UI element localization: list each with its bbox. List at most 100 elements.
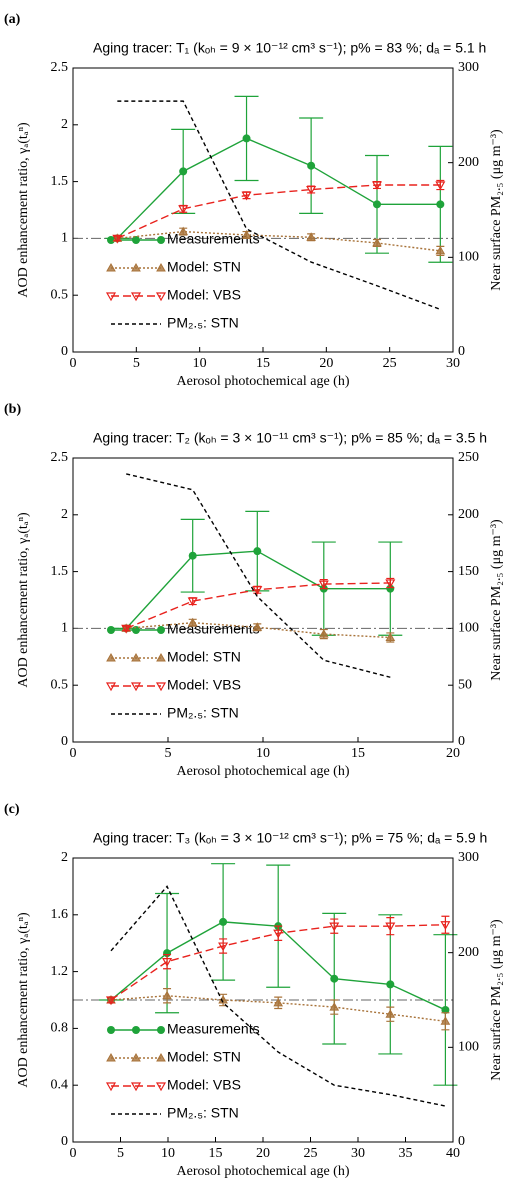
- x-tick-label: 15: [209, 1146, 223, 1161]
- marker: [242, 134, 251, 143]
- marker: [371, 181, 383, 191]
- marker: [318, 629, 329, 638]
- marker: [178, 205, 189, 215]
- chart-title: Aging tracer: T₃ (kₒₕ = 3 × 10⁻¹² cm³ s⁻…: [93, 830, 487, 846]
- marker: [435, 245, 446, 255]
- marker: [329, 1002, 340, 1011]
- plot-frame: [72, 67, 454, 353]
- y-tick-label: 1.5: [51, 174, 69, 189]
- marker: [386, 980, 395, 989]
- x-tick-label: 5: [117, 1146, 124, 1161]
- marker: [386, 584, 395, 593]
- marker: [273, 929, 284, 939]
- y-axis-label: AOD enhancement ratio, γₐ(tₐⁿ): [16, 122, 31, 298]
- marker: [306, 185, 317, 195]
- legend-marker: [132, 236, 140, 244]
- legend-marker: [131, 262, 141, 272]
- x-tick-label: 30: [351, 1146, 365, 1161]
- x-tick-label: 0: [70, 356, 77, 371]
- marker: [162, 958, 173, 967]
- legend-marker: [106, 1052, 116, 1062]
- legend-label: Measurements: [167, 231, 260, 247]
- marker: [329, 922, 340, 932]
- marker: [385, 632, 396, 641]
- y2-tick-label: 0: [458, 344, 465, 359]
- legend-marker: [130, 1082, 142, 1092]
- y-tick-label: 2.5: [51, 60, 69, 75]
- marker: [318, 580, 329, 590]
- legend-marker: [106, 652, 116, 662]
- legend-marker: [157, 236, 165, 244]
- plot-frame: [72, 857, 454, 1143]
- marker: [435, 181, 446, 191]
- x-tick-label: 5: [133, 356, 140, 371]
- legend-label: PM₂.₅: STN: [167, 705, 239, 721]
- legend-marker: [131, 1052, 141, 1062]
- y2-tick-label: 200: [458, 945, 479, 960]
- series-line: [110, 885, 446, 1107]
- marker: [162, 990, 172, 1000]
- marker: [188, 551, 197, 560]
- marker: [441, 1005, 450, 1014]
- y-tick-label: 2: [61, 507, 68, 522]
- y2-tick-label: 150: [458, 564, 479, 579]
- series-line: [117, 100, 441, 311]
- series-line: [126, 473, 391, 678]
- marker: [218, 942, 229, 952]
- marker: [330, 974, 339, 983]
- series-line: [117, 230, 441, 252]
- x-tick-label: 40: [446, 1146, 460, 1161]
- legend-marker: [157, 626, 165, 634]
- y-tick-label: 0.8: [51, 1021, 69, 1036]
- marker: [373, 200, 381, 209]
- marker: [241, 229, 252, 239]
- marker: [436, 200, 445, 209]
- x-tick-label: 5: [165, 746, 172, 761]
- x-tick-label: 35: [399, 1146, 413, 1161]
- y2-tick-label: 100: [458, 250, 479, 265]
- panel-label: (c): [4, 802, 20, 817]
- y-tick-label: 0: [61, 734, 68, 749]
- error-bar: [113, 235, 122, 242]
- y2-tick-label: 0: [458, 734, 465, 749]
- y-tick-label: 1.2: [51, 964, 69, 979]
- error-bar: [386, 917, 395, 936]
- series-line: [126, 622, 391, 639]
- x-tick-label: 15: [351, 746, 365, 761]
- x-axis-label: Aerosol photochemical age (h): [177, 374, 350, 389]
- legend-marker: [131, 652, 141, 662]
- y-axis-label: AOD enhancement ratio, γₐ(tₐⁿ): [16, 512, 31, 688]
- legend-marker: [132, 1026, 140, 1034]
- legend-marker: [155, 682, 167, 692]
- legend-label: Measurements: [167, 1021, 260, 1037]
- legend-marker: [107, 236, 115, 244]
- x-tick-label: 10: [256, 746, 270, 761]
- y2-tick-label: 200: [458, 507, 479, 522]
- marker: [241, 191, 252, 201]
- x-tick-label: 25: [304, 1146, 318, 1161]
- y-tick-label: 1.6: [51, 907, 69, 922]
- y-tick-label: 0.5: [51, 677, 69, 692]
- x-tick-label: 20: [446, 746, 460, 761]
- x-tick-label: 10: [193, 356, 207, 371]
- legend-label: Model: VBS: [167, 1077, 241, 1093]
- legend-label: Model: STN: [167, 259, 241, 275]
- y2-tick-label: 100: [458, 1040, 479, 1055]
- marker: [253, 547, 262, 556]
- x-tick-label: 30: [446, 356, 460, 371]
- marker: [273, 997, 284, 1007]
- chart-title: Aging tracer: T₂ (kₒₕ = 3 × 10⁻¹¹ cm³ s⁻…: [93, 430, 487, 446]
- marker: [187, 617, 198, 627]
- error-bar: [441, 915, 450, 934]
- legend-marker: [156, 1052, 166, 1062]
- y2-tick-label: 300: [458, 60, 479, 75]
- y-axis-label: AOD enhancement ratio, γₐ(tₐⁿ): [16, 912, 31, 1088]
- y2-tick-label: 0: [458, 1134, 465, 1149]
- legend-marker: [107, 1026, 115, 1034]
- series-line: [117, 184, 441, 240]
- marker: [121, 624, 132, 634]
- marker: [219, 917, 228, 926]
- x-tick-label: 20: [256, 1146, 270, 1161]
- y-tick-label: 2: [61, 850, 68, 865]
